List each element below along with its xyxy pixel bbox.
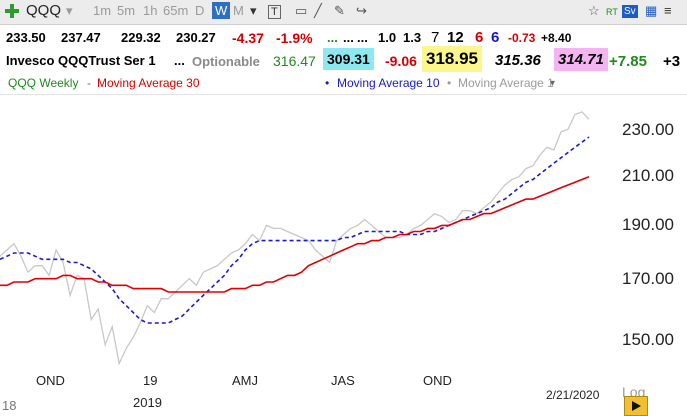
x-label-ond-2: OND: [423, 373, 452, 388]
ma30-line: [0, 175, 590, 293]
y-tick-210: 210.00: [622, 166, 674, 185]
y-tick-170: 170.00: [622, 269, 674, 288]
x-label-ond: OND: [36, 373, 65, 388]
x-label-18: 18: [2, 398, 17, 413]
legend-dot: •: [325, 76, 330, 90]
y-tick-230: 230.00: [622, 120, 674, 139]
value-3: 7: [431, 29, 440, 46]
toolbar: QQQ ▾ 1m 5m 1h 65m D W M ▾ T ▭ ╱ ✎ ↪ ☆ R…: [0, 0, 687, 25]
y-tick-190: 190.00: [622, 215, 674, 234]
ma10-line: [0, 136, 590, 324]
price-8: +3: [663, 53, 681, 70]
low-value: 229.32: [121, 30, 161, 45]
timeframe-m[interactable]: M: [233, 3, 244, 18]
price-5: 315.36: [495, 52, 541, 69]
legend-ma10: Moving Average 10: [337, 76, 440, 90]
legend-ma1: Moving Average 1: [458, 76, 554, 90]
value-4: 12: [447, 29, 464, 46]
price-line: [0, 111, 590, 366]
dropdown-icon[interactable]: ▾: [250, 3, 257, 18]
price-4: 318.95: [422, 46, 482, 72]
quote-row: 233.50 237.47 229.32 230.27 -4.37 -1.9% …: [0, 29, 687, 48]
open-value: 233.50: [6, 30, 46, 45]
security-name: Invesco QQQTrust Ser 1: [6, 53, 156, 68]
timeframe-d[interactable]: D: [195, 3, 205, 18]
symbol-label[interactable]: QQQ: [26, 2, 62, 19]
dots-green: ...: [327, 30, 338, 45]
x-label-date: 2/21/2020: [546, 388, 600, 402]
price-6: 314.71: [554, 48, 608, 71]
info-row: Invesco QQQTrust Ser 1 ... Optionable 31…: [0, 46, 687, 74]
close-value: 230.27: [176, 30, 216, 45]
change-pct: -1.9%: [276, 30, 313, 46]
price-2: 309.31: [323, 48, 374, 70]
x-label-2019: 2019: [133, 395, 162, 410]
text-tool-icon[interactable]: T: [268, 5, 281, 19]
settings-icon[interactable]: ▭: [295, 3, 308, 18]
line-tool-icon[interactable]: ╱: [314, 3, 322, 18]
timeframe-65m[interactable]: 65m: [163, 3, 189, 18]
price-7: +7.85: [609, 53, 647, 70]
y-tick-150: 150.00: [622, 330, 674, 349]
dots: ...: [343, 30, 354, 45]
pencil-icon[interactable]: ✎: [334, 3, 345, 18]
timeframe-w[interactable]: W: [212, 2, 231, 19]
play-button[interactable]: [624, 396, 648, 416]
legend-dropdown-icon[interactable]: ▾: [550, 78, 556, 89]
x-label-jas: JAS: [331, 373, 355, 388]
value-2: 1.3: [403, 30, 422, 45]
legend-weekly: QQQ Weekly: [8, 76, 79, 90]
value-8: +8.40: [541, 31, 572, 45]
timeframe-1m[interactable]: 1m: [93, 3, 112, 18]
legend-ma30: Moving Average 30: [97, 76, 200, 90]
dropdown-icon[interactable]: ▾: [66, 3, 73, 18]
change-value: -4.37: [232, 30, 264, 46]
menu-icon[interactable]: ≡: [664, 3, 672, 18]
divider: [0, 94, 687, 95]
value-1: 1.0: [378, 30, 397, 45]
x-label-19: 19: [143, 373, 158, 388]
timeframe-1h[interactable]: 1h: [143, 3, 158, 18]
price-1: 316.47: [273, 53, 316, 69]
dots: ...: [174, 53, 185, 68]
star-icon[interactable]: ☆: [588, 3, 600, 18]
add-icon[interactable]: [5, 4, 19, 18]
rt-icon[interactable]: RT: [606, 7, 618, 17]
legend-dash: -: [87, 76, 91, 90]
value-5: 6: [475, 29, 484, 46]
high-value: 237.47: [61, 30, 101, 45]
calendar-icon[interactable]: ▦: [645, 3, 658, 18]
value-6: 6: [491, 29, 500, 46]
price-3: -9.06: [385, 53, 417, 69]
x-label-amj: AMJ: [232, 373, 258, 388]
value-7: -0.73: [508, 31, 536, 45]
share-icon[interactable]: ↪: [356, 3, 367, 18]
legend-dot: •: [447, 76, 452, 90]
optionable-label: Optionable: [192, 54, 260, 69]
sv-icon[interactable]: Sv: [622, 5, 638, 18]
timeframe-5m[interactable]: 5m: [117, 3, 136, 18]
dots: ...: [357, 30, 368, 45]
